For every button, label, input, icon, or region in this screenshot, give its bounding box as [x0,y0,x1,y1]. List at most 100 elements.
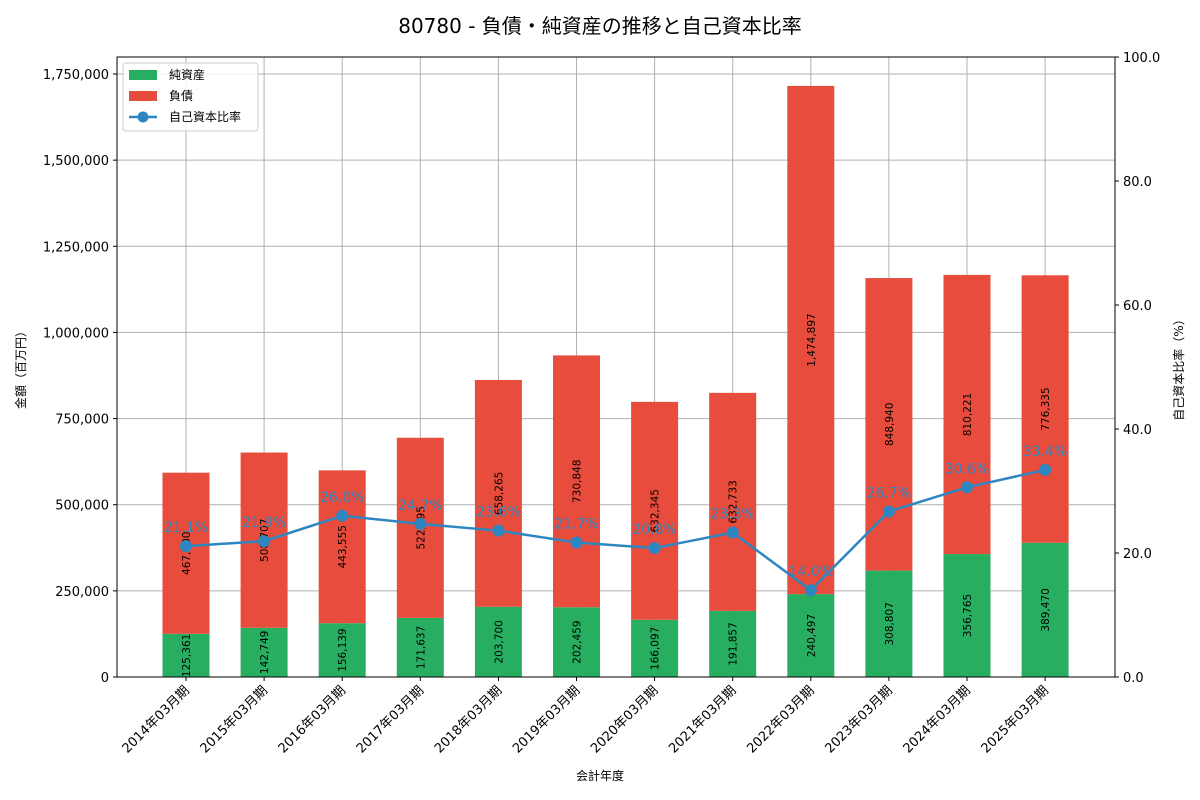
bar-liabilities [631,401,679,620]
ratio-marker [336,509,349,522]
ratio-label: 14.0% [789,564,833,580]
bar-equity [318,623,366,677]
ratio-marker [648,542,661,555]
x-tick-label: 2017年03月期 [354,683,427,756]
bar-equity [709,610,757,677]
y2-tick-label: 80.0 [1123,175,1152,190]
x-tick-label: 2025年03月期 [979,683,1052,756]
bar-liabilities [943,274,991,555]
bar-label-liabilities: 632,733 [728,480,740,523]
ratio-label: 20.8% [632,522,676,538]
ratio-label: 23.6% [476,505,520,521]
ratio-marker [726,526,739,539]
y-tick-label: 250,000 [55,585,109,600]
x-tick-label: 2014年03月期 [120,683,193,756]
bar-label-liabilities: 632,345 [650,489,662,532]
x-tick-label: 2018年03月期 [432,683,505,756]
ratio-marker [492,524,505,537]
ratio-polyline [185,468,1046,592]
y-tick-label: 750,000 [55,413,109,428]
y2-tick-label: 20.0 [1123,547,1152,562]
y-axis-label: 金額（百万円） [13,325,28,409]
bar-liabilities [474,379,522,607]
bar-equity [474,606,522,677]
bar-label-liabilities: 658,265 [493,472,505,515]
ratio-marker [1039,463,1052,476]
x-tick-label: 2024年03月期 [901,683,974,756]
ratio-marker [414,517,427,530]
bar-label-equity: 142,749 [259,631,271,674]
y-tick-label: 500,000 [55,499,109,514]
legend-label-equity: 純資産 [169,67,205,82]
bar-equity [943,554,991,677]
ratio-label: 30.6% [945,461,989,477]
bar-liabilities [709,392,757,611]
ratio-label: 24.7% [398,498,442,514]
legend-swatch-equity [129,70,157,80]
x-axis-label: 会計年度 [576,768,624,783]
bar-label-equity: 191,857 [728,622,740,665]
ratio-marker [882,505,895,518]
bar-equity [396,617,444,677]
x-tick-label: 2021年03月期 [666,683,739,756]
bar-equity [553,607,600,677]
bar-label-liabilities: 730,848 [572,460,584,503]
y-tick-label: 1,750,000 [43,68,109,83]
bar-label-equity: 389,470 [1040,588,1052,631]
bar-liabilities [553,355,600,608]
bar-equity [631,619,679,677]
bar-label-liabilities: 848,940 [884,403,896,446]
bar-liabilities [162,472,210,634]
y-tick-label: 1,500,000 [43,154,109,169]
x-tick-label: 2023年03月期 [822,683,895,756]
bar-equity [787,594,835,677]
bar-label-liabilities: 443,555 [337,525,349,568]
bar-label-equity: 308,807 [884,602,896,645]
bar-label-equity: 156,139 [337,628,349,671]
x-tick-label: 2022年03月期 [744,683,817,756]
plot-frame [116,56,1116,678]
chart-title: 80780 - 負債・純資産の推移と自己資本比率 [398,14,802,38]
bar-label-equity: 171,637 [415,626,427,669]
ratio-label: 26.0% [320,490,364,506]
bar-liabilities [787,85,835,595]
legend-label-liabilities: 負債 [169,88,193,103]
bar-label-equity: 356,765 [962,594,974,637]
y2-tick-label: 40.0 [1123,423,1152,438]
bar-liabilities [1021,275,1069,543]
legend-marker-ratio [137,111,149,123]
ratio-label: 23.3% [710,507,754,523]
bar-label-equity: 166,097 [650,627,662,670]
legend-label-ratio: 自己資本比率 [169,109,241,124]
ratio-marker [180,540,192,553]
x-tick-label: 2020年03月期 [588,683,661,756]
ratio-line: 21.1% 21.9% 26.0% 24.7% 23.6% 21.7% 20.8% 23.3%… [164,444,1067,597]
ratio-marker [804,584,817,597]
bars: 125,361467,600142,749508,707156,139443,5… [162,85,1069,677]
bar-label-equity: 202,459 [572,620,584,663]
bar-label-equity: 203,700 [493,620,505,663]
y-tick-label: 1,250,000 [43,240,109,255]
bar-label-equity: 240,497 [806,614,818,657]
bar-liabilities [865,278,913,571]
x-tick-label: 2015年03月期 [198,683,271,756]
y-axis-right: 0.0 20.0 40.0 60.0 80.0 100.0 [1115,51,1160,686]
x-tick-label: 2016年03月期 [276,683,349,756]
ratio-marker [961,481,973,494]
bar-equity [865,570,913,677]
x-tick-label: 2019年03月期 [510,683,583,756]
x-axis: 2014年03月期 2015年03月期 2016年03月期 2017年03月期 2018… [120,677,1052,757]
bar-label-liabilities: 1,474,897 [806,313,818,366]
ratio-label: 21.1% [164,520,208,536]
bar-label-liabilities: 810,221 [962,393,974,436]
y-axis-left: 0 250,000 500,000 750,000 1,000,000 1,250,000… [43,68,117,686]
ratio-label: 33.4% [1023,444,1067,460]
y2-tick-label: 100.0 [1123,51,1160,66]
bar-label-liabilities: 776,335 [1040,387,1052,430]
bar-equity [1021,542,1069,677]
legend: 純資産 負債 自己資本比率 [122,62,259,132]
y2-tick-label: 60.0 [1123,299,1152,314]
ratio-label: 26.7% [867,485,911,501]
ratio-label: 21.9% [242,515,286,531]
